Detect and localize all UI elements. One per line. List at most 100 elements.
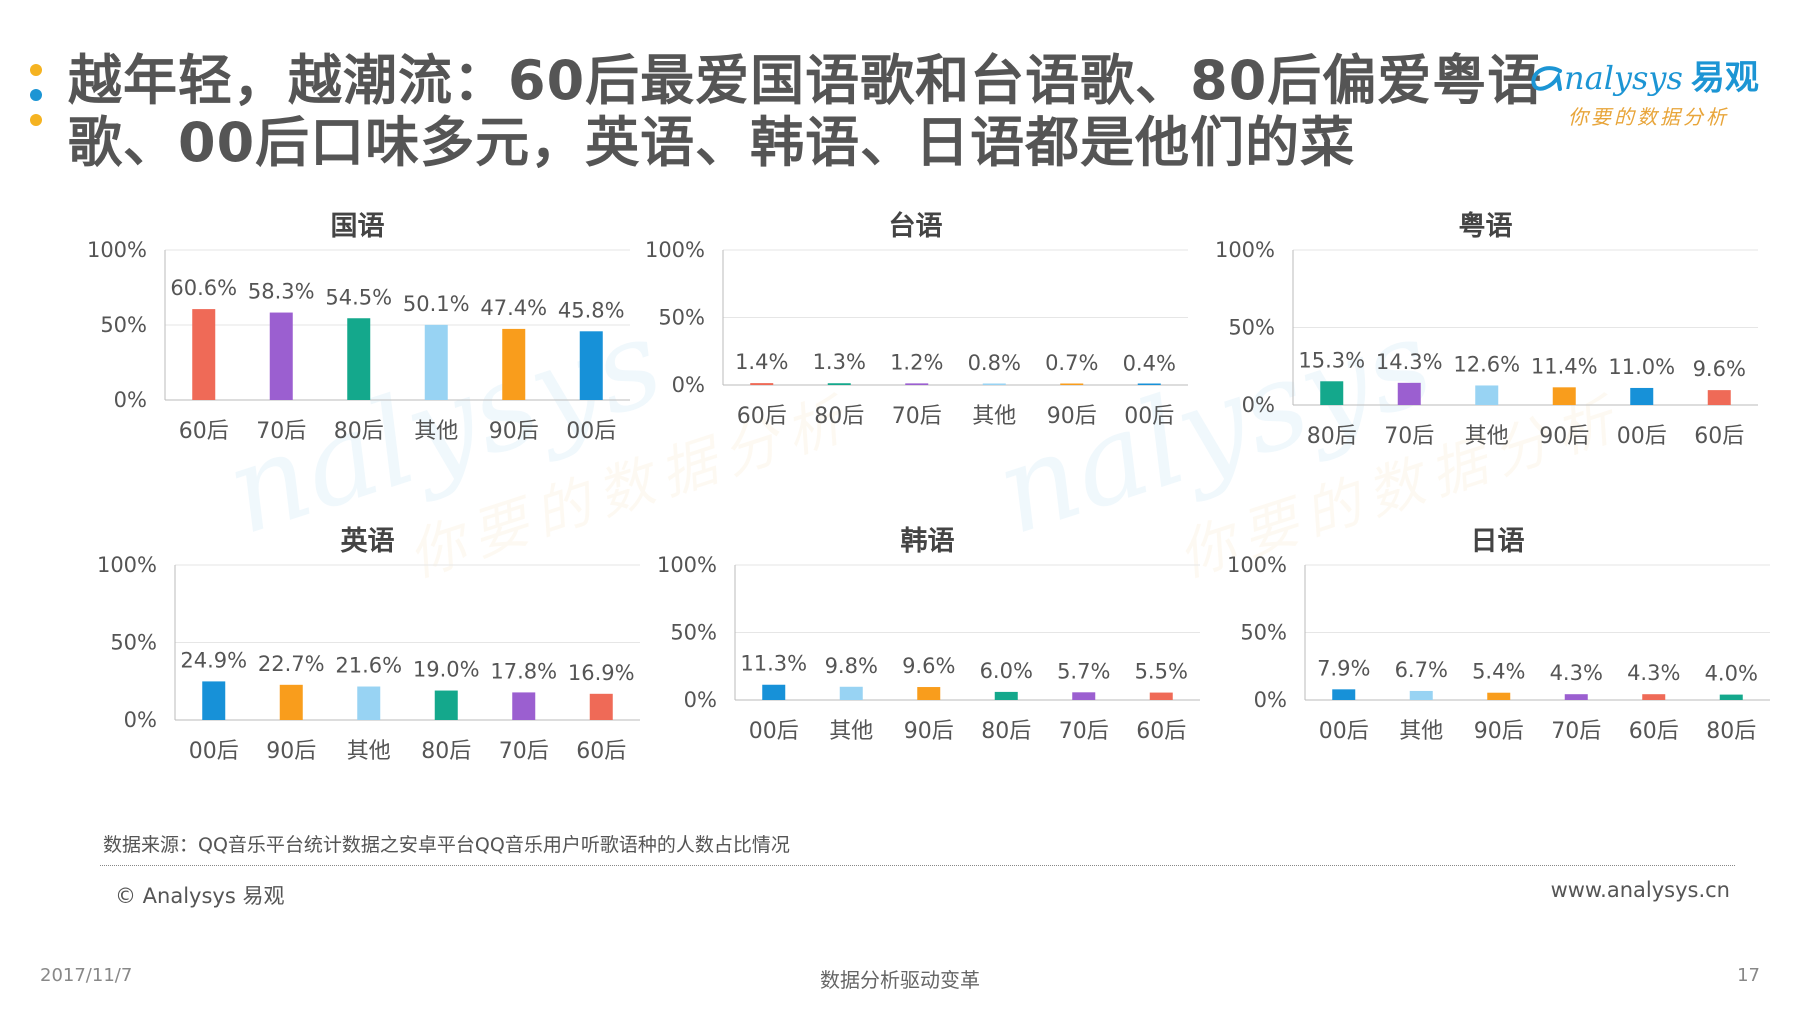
- y-tick-label: 0%: [124, 708, 157, 732]
- x-tick-label: 80后: [334, 419, 384, 444]
- x-tick-label: 60后: [1694, 424, 1744, 449]
- y-tick-label: 100%: [87, 238, 147, 262]
- x-tick-label: 80后: [814, 404, 864, 429]
- data-label: 7.9%: [1317, 656, 1370, 680]
- chart-title: 日语: [1471, 526, 1525, 557]
- x-tick-label: 90后: [489, 419, 539, 444]
- website-link[interactable]: www.analysys.cn: [1550, 878, 1730, 902]
- bar: [917, 687, 941, 700]
- y-tick-label: 100%: [657, 553, 717, 577]
- bar: [269, 312, 293, 400]
- data-label: 19.0%: [413, 658, 480, 682]
- data-label: 6.0%: [980, 659, 1033, 683]
- data-label: 17.8%: [490, 659, 557, 683]
- x-tick-label: 60后: [737, 404, 787, 429]
- x-tick-label: 00后: [1319, 719, 1369, 744]
- bar: [1475, 385, 1499, 405]
- chart-hanyu: 韩语 100% 50% 0% 11.3% 00后 9.8% 其他 9.6% 90后 6.0% 80后 5…: [657, 526, 1200, 744]
- y-tick-label: 50%: [1240, 621, 1287, 645]
- title-bullets: [30, 64, 44, 139]
- bar: [1487, 692, 1511, 700]
- bar: [1409, 690, 1433, 700]
- x-tick-label: 80后: [1706, 719, 1756, 744]
- logo-a-swoosh-icon: [1531, 66, 1562, 91]
- data-label: 6.7%: [1395, 658, 1448, 682]
- x-tick-label: 00后: [189, 739, 239, 764]
- data-label: 15.3%: [1298, 348, 1365, 372]
- data-label: 11.4%: [1531, 354, 1598, 378]
- y-tick-label: 50%: [110, 631, 157, 655]
- bar: [1707, 390, 1731, 405]
- x-tick-label: 60后: [1629, 719, 1679, 744]
- x-tick-label: 70后: [1551, 719, 1601, 744]
- bullet-dot: [30, 114, 42, 126]
- x-tick-label: 80后: [981, 719, 1031, 744]
- x-tick-label: 其他: [972, 404, 1016, 429]
- x-tick-label: 00后: [1124, 404, 1174, 429]
- x-tick-label: 80后: [1307, 424, 1357, 449]
- bar: [502, 328, 526, 400]
- chart-yueyu: 粤语 100% 50% 0% 15.3% 80后 14.3% 70后 12.6% 其他 11.4% 9…: [1215, 210, 1758, 449]
- data-label: 5.7%: [1057, 659, 1110, 683]
- data-label: 47.4%: [480, 296, 547, 320]
- bar: [750, 383, 774, 385]
- logo-tagline: 你要的数据分析: [1568, 105, 1729, 129]
- bar: [1332, 689, 1356, 700]
- bar: [839, 686, 863, 700]
- footer-slogan: 数据分析驱动变革: [820, 968, 980, 992]
- chart-riyu: 日语 100% 50% 0% 7.9% 00后 6.7% 其他 5.4% 90后 4.3% 70后 4.…: [1227, 526, 1770, 744]
- page-title: 越年轻，越潮流：60后最爱国语歌和台语歌、80后偏爱粤语歌、00后口味多元，英语…: [68, 49, 1543, 174]
- chart-title: 英语: [341, 526, 395, 557]
- bar: [512, 692, 536, 720]
- x-tick-label: 60后: [179, 419, 229, 444]
- y-tick-label: 100%: [1215, 238, 1275, 262]
- bar: [905, 383, 929, 385]
- data-label: 0.8%: [968, 351, 1021, 375]
- bar: [1397, 382, 1421, 405]
- analysys-logo: nalysys 易观 你要的数据分析: [1530, 50, 1759, 130]
- bullet-dot: [30, 89, 42, 101]
- divider: [100, 865, 1735, 866]
- data-label: 60.6%: [170, 276, 237, 300]
- x-tick-label: 60后: [576, 739, 626, 764]
- bar: [1630, 387, 1654, 405]
- x-tick-label: 00后: [749, 719, 799, 744]
- x-tick-label: 90后: [266, 739, 316, 764]
- bar: [1060, 383, 1084, 385]
- y-tick-label: 100%: [1227, 553, 1287, 577]
- bar: [1552, 387, 1576, 405]
- x-tick-label: 其他: [829, 719, 873, 744]
- y-tick-label: 50%: [1228, 316, 1275, 340]
- bar: [1072, 692, 1096, 700]
- y-tick-label: 100%: [97, 553, 157, 577]
- x-tick-label: 00后: [1617, 424, 1667, 449]
- footer-date: 2017/11/7: [40, 965, 133, 986]
- data-label: 24.9%: [180, 648, 247, 672]
- logo-wordmark: nalysys 易观: [1530, 50, 1759, 99]
- y-tick-label: 0%: [114, 388, 147, 412]
- bar: [357, 686, 381, 720]
- x-tick-label: 90后: [904, 719, 954, 744]
- page-number: 17: [1737, 965, 1760, 986]
- bar: [1642, 694, 1666, 700]
- x-tick-label: 其他: [347, 739, 391, 764]
- bar: [434, 690, 458, 720]
- bar: [424, 324, 448, 400]
- data-label: 54.5%: [325, 285, 392, 309]
- y-tick-label: 50%: [670, 621, 717, 645]
- bar: [1137, 383, 1161, 385]
- bar: [347, 318, 371, 400]
- bar: [762, 684, 786, 700]
- bar: [202, 681, 226, 720]
- data-label: 11.3%: [740, 652, 807, 676]
- data-label: 45.8%: [558, 298, 625, 322]
- y-tick-label: 50%: [658, 306, 705, 330]
- bar: [827, 383, 851, 385]
- y-tick-label: 0%: [1242, 393, 1275, 417]
- data-label: 1.2%: [890, 350, 943, 374]
- bar: [192, 309, 216, 400]
- chart-title: 国语: [331, 211, 385, 242]
- x-tick-label: 其他: [414, 419, 458, 444]
- data-label: 21.6%: [335, 654, 402, 678]
- bar: [1564, 694, 1588, 700]
